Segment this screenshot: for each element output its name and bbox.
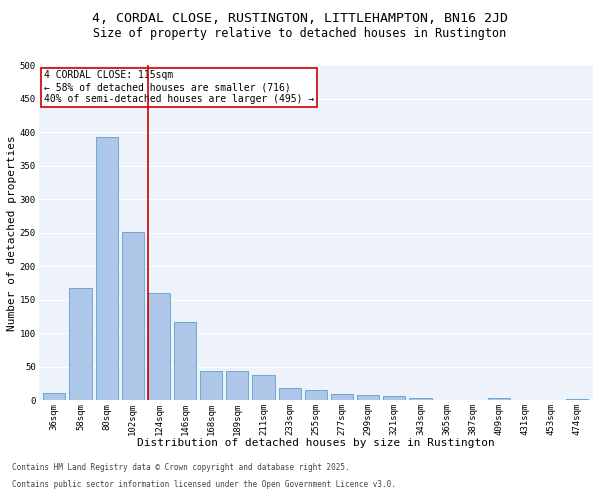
X-axis label: Distribution of detached houses by size in Rustington: Distribution of detached houses by size … [137, 438, 495, 448]
Text: 4 CORDAL CLOSE: 115sqm
← 58% of detached houses are smaller (716)
40% of semi-de: 4 CORDAL CLOSE: 115sqm ← 58% of detached… [44, 70, 314, 104]
Text: Size of property relative to detached houses in Rustington: Size of property relative to detached ho… [94, 28, 506, 40]
Bar [174, 322, 196, 400]
Bar [357, 395, 379, 400]
Bar [70, 288, 92, 400]
Y-axis label: Number of detached properties: Number of detached properties [7, 135, 17, 330]
Bar [226, 372, 248, 400]
Text: Contains public sector information licensed under the Open Government Licence v3: Contains public sector information licen… [12, 480, 396, 489]
Text: 4, CORDAL CLOSE, RUSTINGTON, LITTLEHAMPTON, BN16 2JD: 4, CORDAL CLOSE, RUSTINGTON, LITTLEHAMPT… [92, 12, 508, 26]
Bar [305, 390, 327, 400]
Bar [43, 393, 65, 400]
Bar [122, 232, 144, 400]
Text: Contains HM Land Registry data © Crown copyright and database right 2025.: Contains HM Land Registry data © Crown c… [12, 464, 350, 472]
Bar [566, 399, 589, 400]
Bar [253, 376, 275, 400]
Bar [200, 372, 223, 400]
Bar [409, 398, 431, 400]
Bar [383, 396, 406, 400]
Bar [278, 388, 301, 400]
Bar [331, 394, 353, 400]
Bar [488, 398, 510, 400]
Bar [148, 293, 170, 400]
Bar [95, 137, 118, 400]
